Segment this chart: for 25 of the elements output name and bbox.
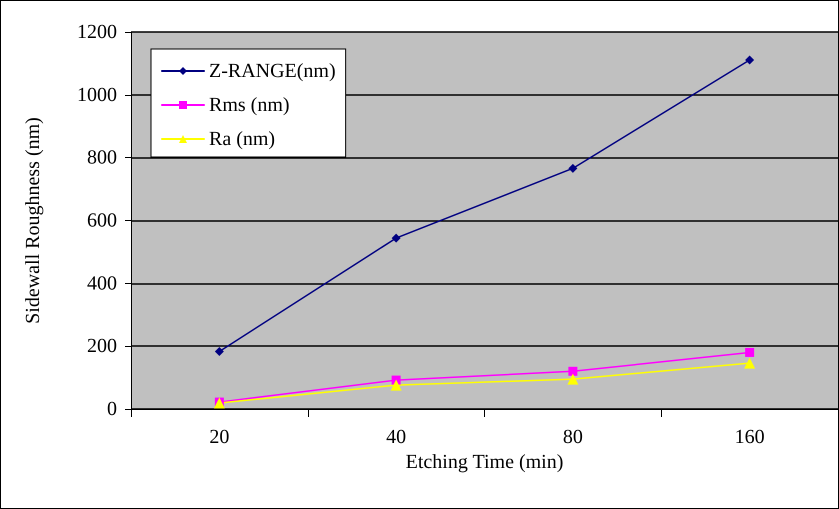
- y-axis-title: Sidewall Roughness (nm): [22, 117, 44, 324]
- point: [744, 358, 756, 369]
- y-tick-label: 0: [107, 398, 117, 420]
- y-tick-label: 1000: [77, 84, 117, 106]
- point: [214, 347, 224, 356]
- point: [745, 55, 754, 64]
- y-tick-label: 200: [87, 335, 117, 358]
- y-tick-label: 400: [87, 272, 117, 294]
- point: [568, 164, 578, 173]
- point: [568, 366, 578, 376]
- legend-label: Ra (nm): [209, 128, 276, 150]
- y-tick-label: 1200: [77, 21, 117, 43]
- y-tick-label: 600: [87, 210, 117, 232]
- y-tick-label: 800: [87, 146, 117, 169]
- legend-label: Z-RANGE(nm): [209, 60, 336, 82]
- point: [392, 234, 401, 243]
- x-tick-label: 160: [734, 426, 765, 448]
- point: [567, 374, 578, 385]
- x-axis-title: Etching Time (min): [406, 450, 564, 473]
- x-tick-label: 20: [209, 426, 230, 448]
- point: [390, 380, 402, 391]
- x-tick-label: 80: [562, 426, 583, 448]
- x-tick-label: 40: [386, 426, 406, 448]
- legend-label: Rms (nm): [209, 94, 290, 116]
- point: [745, 348, 754, 357]
